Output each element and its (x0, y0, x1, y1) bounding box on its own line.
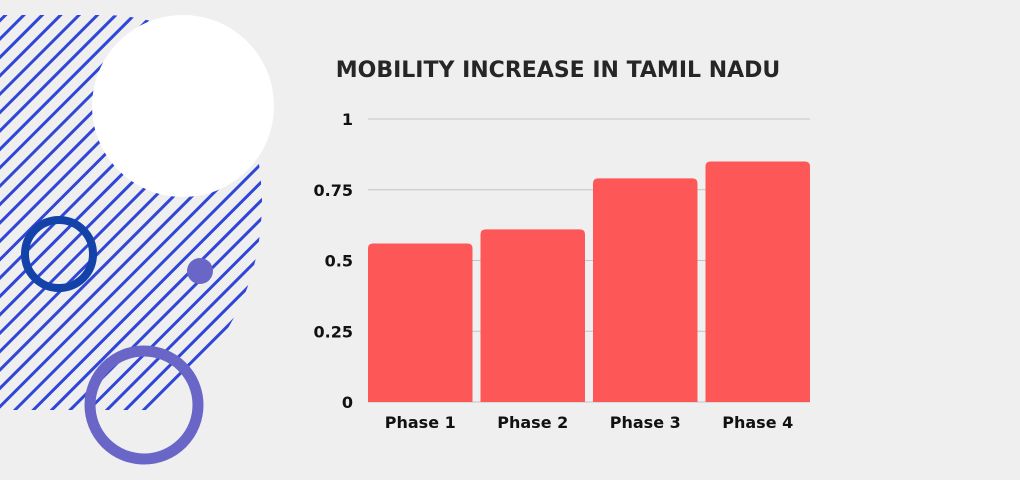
x-tick-label: Phase 1 (385, 413, 456, 432)
bars (368, 161, 810, 402)
purple-ring (84, 345, 204, 465)
y-tick-label: 0.25 (314, 322, 353, 341)
y-tick-label: 0.5 (325, 252, 353, 271)
bar (480, 229, 585, 402)
dark-blue-ring (21, 216, 97, 292)
y-axis-tick-labels: 0 0.25 0.5 0.75 1 (314, 110, 353, 412)
bar (593, 178, 698, 402)
y-tick-label: 0.75 (314, 181, 353, 200)
x-tick-label: Phase 2 (497, 413, 568, 432)
chart-title: MOBILITY INCREASE IN TAMIL NADU (336, 58, 781, 83)
bar (368, 243, 473, 402)
x-tick-label: Phase 4 (722, 413, 793, 432)
y-tick-label: 1 (342, 110, 353, 129)
y-tick-label: 0 (342, 393, 353, 412)
bar (705, 161, 810, 402)
purple-dot (187, 258, 213, 284)
x-tick-label: Phase 3 (610, 413, 681, 432)
decorative-shapes (0, 15, 274, 465)
white-circle (92, 15, 274, 197)
x-axis-tick-labels: Phase 1 Phase 2 Phase 3 Phase 4 (385, 413, 794, 432)
